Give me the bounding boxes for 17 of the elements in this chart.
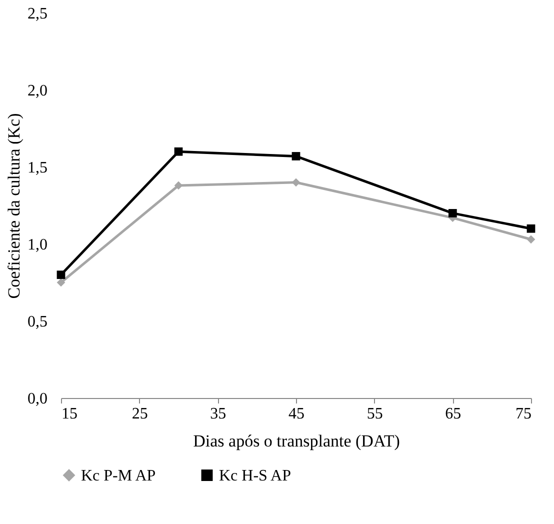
y-tick-label: 2,5 (28, 6, 48, 22)
y-tick-label: 2,0 (28, 82, 48, 100)
y-axis-title: Coeficiente da cultura (Kc) (4, 113, 24, 299)
x-tick-label: 45 (288, 406, 304, 422)
y-tick-label: 1,0 (28, 236, 48, 254)
x-tick-label: 65 (445, 406, 462, 422)
x-tick-label: 15 (62, 406, 78, 422)
legend-label: Kc H-S AP (219, 467, 292, 484)
x-tick-label: 25 (132, 406, 148, 422)
x-axis-title: Dias após o transplante (DAT) (193, 432, 400, 450)
x-tick-label: 75 (516, 406, 532, 422)
x-tick-label: 55 (366, 406, 383, 422)
y-tick-label: 1,5 (28, 160, 48, 176)
legend-label: Kc P-M AP (81, 467, 156, 484)
y-tick-label: 0,0 (28, 390, 48, 408)
x-tick-label: 35 (210, 406, 226, 422)
y-tick-label: 0,5 (28, 314, 48, 330)
